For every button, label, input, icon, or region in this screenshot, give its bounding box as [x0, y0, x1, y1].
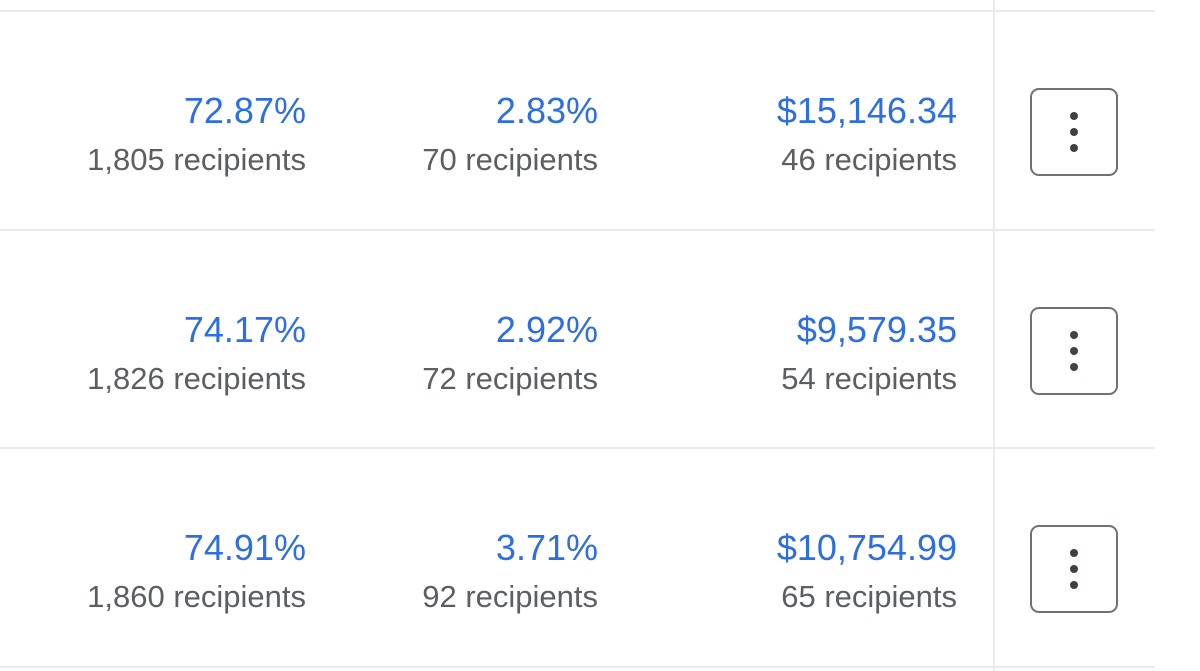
click-recipients-count: 70 recipients — [422, 142, 598, 177]
row-actions-button[interactable] — [1030, 307, 1118, 395]
table-row: 74.17% 1,826 recipients 2.92% 72 recipie… — [0, 231, 1155, 448]
table-row: 72.87% 1,805 recipients 2.83% 70 recipie… — [0, 12, 1155, 229]
revenue-recipients-count: 54 recipients — [781, 361, 957, 396]
revenue-recipients-count: 46 recipients — [781, 142, 957, 177]
open-rate-value[interactable]: 74.91% — [183, 527, 306, 568]
open-rate-cell: 74.91% 1,860 recipients — [0, 449, 306, 666]
click-recipients-count: 72 recipients — [422, 361, 598, 396]
column-divider — [993, 0, 995, 671]
click-rate-cell: 3.71% 92 recipients — [320, 449, 598, 666]
revenue-value[interactable]: $10,754.99 — [776, 527, 957, 568]
more-vertical-icon — [1069, 547, 1079, 591]
click-recipients-count: 92 recipients — [422, 579, 598, 614]
open-recipients-count: 1,805 recipients — [87, 142, 306, 177]
row-divider — [0, 10, 1155, 12]
open-rate-cell: 74.17% 1,826 recipients — [0, 231, 306, 448]
campaign-stats-table: 72.87% 1,805 recipients 2.83% 70 recipie… — [0, 0, 1155, 671]
more-vertical-icon — [1069, 329, 1079, 373]
row-divider — [0, 229, 1155, 231]
revenue-cell: $10,754.99 65 recipients — [612, 449, 957, 666]
revenue-value[interactable]: $9,579.35 — [796, 309, 957, 350]
revenue-cell: $9,579.35 54 recipients — [612, 231, 957, 448]
revenue-recipients-count: 65 recipients — [781, 579, 957, 614]
open-rate-cell: 72.87% 1,805 recipients — [0, 12, 306, 229]
click-rate-value[interactable]: 2.92% — [495, 309, 598, 350]
open-recipients-count: 1,826 recipients — [87, 361, 306, 396]
open-rate-value[interactable]: 72.87% — [183, 90, 306, 131]
revenue-cell: $15,146.34 46 recipients — [612, 12, 957, 229]
click-rate-value[interactable]: 2.83% — [495, 90, 598, 131]
row-actions-button[interactable] — [1030, 525, 1118, 613]
row-divider — [0, 666, 1155, 668]
click-rate-cell: 2.92% 72 recipients — [320, 231, 598, 448]
table-row: 74.91% 1,860 recipients 3.71% 92 recipie… — [0, 449, 1155, 666]
click-rate-cell: 2.83% 70 recipients — [320, 12, 598, 229]
click-rate-value[interactable]: 3.71% — [495, 527, 598, 568]
row-actions-button[interactable] — [1030, 88, 1118, 176]
open-rate-value[interactable]: 74.17% — [183, 309, 306, 350]
more-vertical-icon — [1069, 110, 1079, 154]
revenue-value[interactable]: $15,146.34 — [776, 90, 957, 131]
open-recipients-count: 1,860 recipients — [87, 579, 306, 614]
row-divider — [0, 447, 1155, 449]
